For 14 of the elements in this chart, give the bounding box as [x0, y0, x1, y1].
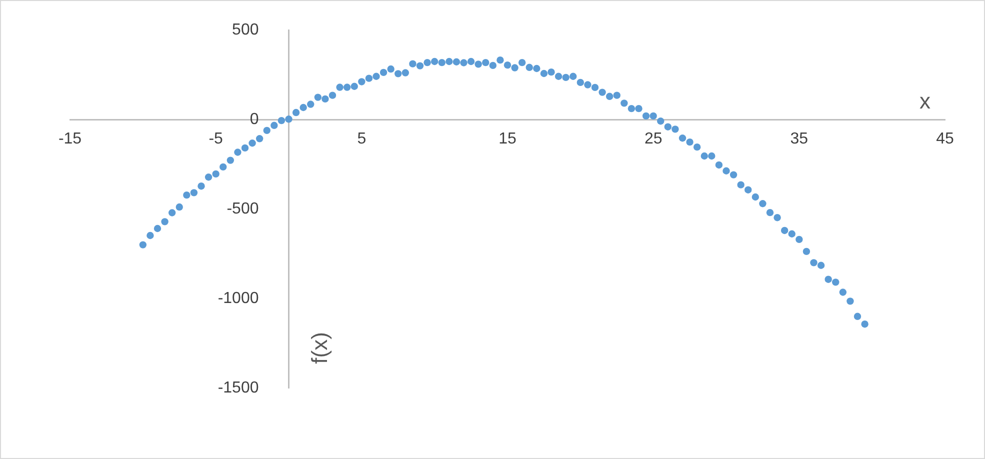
x-tick-label: -15 — [58, 130, 82, 148]
x-tick-label: -5 — [208, 130, 224, 148]
x-axis-title: x — [920, 88, 930, 114]
y-tick-label: -1000 — [218, 290, 259, 307]
y-tick-label: 500 — [232, 21, 259, 38]
x-tick-label: 25 — [644, 130, 662, 148]
y-tick-label: -1500 — [218, 379, 259, 396]
x-tick-label: 35 — [790, 130, 808, 148]
y-tick-label: -500 — [226, 200, 259, 218]
y-tick-label: 0 — [250, 110, 259, 128]
x-tick-label: 45 — [936, 130, 954, 148]
x-tick-label: 15 — [498, 130, 516, 148]
y-axis-title: f(x) — [306, 332, 332, 364]
x-tick-label: 5 — [357, 130, 366, 148]
